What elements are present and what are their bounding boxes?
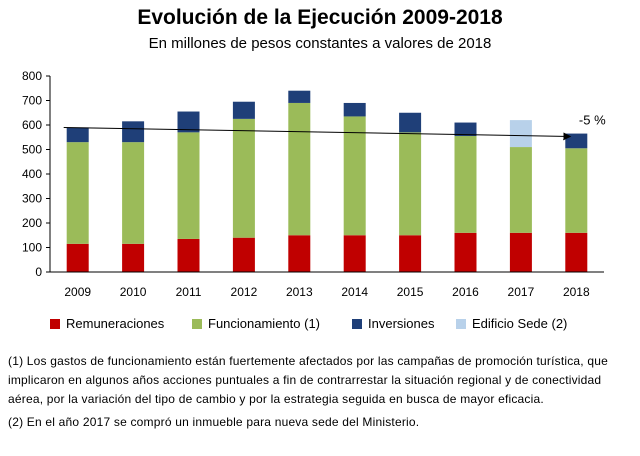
- stacked-bar-chart: 0 100 200 300 400 500 600 700 800 2009 2010 2011 201…: [22, 69, 606, 299]
- x-tick-label: 2016: [452, 285, 479, 299]
- bar-remuneraciones-2009: [66, 243, 89, 272]
- x-tick-label: 2009: [64, 285, 91, 299]
- bar-inversiones-2014: [343, 102, 366, 117]
- bar-remuneraciones-2017: [509, 232, 532, 272]
- legend-item-funcionamiento: Funcionamiento (1): [192, 316, 320, 331]
- x-tick-label: 2012: [231, 285, 258, 299]
- bar-funcionamiento-1-2017: [509, 147, 532, 233]
- bar-inversiones-2010: [122, 121, 145, 143]
- trend-line: [63, 126, 572, 141]
- bar-inversiones-2016: [454, 122, 477, 137]
- y-tick-label: 600: [22, 118, 42, 132]
- y-tick-label: 0: [35, 265, 42, 279]
- x-tick-label: 2015: [397, 285, 424, 299]
- legend-item-remuneraciones: Remuneraciones: [50, 316, 164, 331]
- legend-item-inversiones: Inversiones: [352, 316, 434, 331]
- bar-funcionamiento-1-2018: [565, 148, 588, 233]
- bar-funcionamiento-1-2012: [232, 118, 255, 238]
- footnote-1: (1) Los gastos de funcionamiento están f…: [8, 354, 608, 406]
- trend-annotation: -5 %: [579, 113, 606, 128]
- bar-inversiones-2013: [288, 90, 311, 103]
- legend-swatch-funcionamiento: [192, 318, 202, 329]
- x-tick-label: 2010: [120, 285, 147, 299]
- bar-remuneraciones-2010: [122, 243, 145, 272]
- legend-label-edificio-sede: Edificio Sede (2): [472, 316, 568, 331]
- bar-inversiones-2015: [399, 112, 422, 133]
- bar-inversiones-2012: [232, 101, 255, 119]
- bar-funcionamiento-1-2016: [454, 136, 477, 233]
- x-tick-label: 2018: [563, 285, 590, 299]
- bar-funcionamiento-1-2015: [399, 132, 422, 236]
- legend-swatch-remuneraciones: [50, 318, 60, 329]
- chart-title: Evolución de la Ejecución 2009-2018: [137, 6, 503, 29]
- footnotes: (1) Los gastos de funcionamiento están f…: [8, 352, 634, 436]
- bar-remuneraciones-2016: [454, 232, 477, 272]
- y-tick-label: 400: [22, 167, 42, 181]
- legend-item-edificio-sede: Edificio Sede (2): [456, 316, 567, 331]
- y-tick-label: 800: [22, 69, 42, 83]
- x-tick-label: 2013: [286, 285, 313, 299]
- bar-inversiones-2009: [66, 127, 89, 143]
- x-tick-label: 2011: [176, 285, 202, 299]
- chart-subtitle: En millones de pesos constantes a valore…: [148, 35, 492, 52]
- bar-edificio-sede-2-2017: [509, 120, 532, 148]
- bar-remuneraciones-2013: [288, 235, 311, 272]
- bar-remuneraciones-2012: [232, 237, 255, 272]
- x-tick-label: 2017: [508, 285, 535, 299]
- y-tick-label: 500: [22, 143, 42, 157]
- legend-label-funcionamiento: Funcionamiento (1): [208, 316, 320, 331]
- bar-remuneraciones-2014: [343, 235, 366, 272]
- x-tick-label: 2014: [341, 285, 368, 299]
- legend-label-remuneraciones: Remuneraciones: [66, 316, 165, 331]
- bar-funcionamiento-1-2014: [343, 116, 366, 236]
- bar-funcionamiento-1-2011: [177, 132, 200, 239]
- bar-remuneraciones-2018: [565, 232, 588, 272]
- bar-remuneraciones-2015: [399, 235, 422, 272]
- y-tick-label: 700: [22, 94, 42, 108]
- bar-funcionamiento-1-2013: [288, 102, 311, 236]
- bar-inversiones-2011: [177, 111, 200, 133]
- y-tick-label: 200: [22, 216, 42, 230]
- bar-funcionamiento-1-2009: [66, 142, 89, 244]
- legend-label-inversiones: Inversiones: [368, 316, 435, 331]
- footnote-2: (2) En el año 2017 se compró un inmueble…: [8, 415, 420, 429]
- y-tick-label: 100: [22, 241, 42, 255]
- bar-inversiones-2018: [565, 133, 588, 149]
- y-tick-label: 300: [22, 192, 42, 206]
- legend-swatch-inversiones: [352, 318, 362, 329]
- legend-swatch-edificio-sede: [456, 318, 466, 329]
- bar-remuneraciones-2011: [177, 238, 200, 272]
- chart-legend: Remuneraciones Funcionamiento (1) Invers…: [50, 316, 630, 334]
- bar-funcionamiento-1-2010: [122, 142, 145, 244]
